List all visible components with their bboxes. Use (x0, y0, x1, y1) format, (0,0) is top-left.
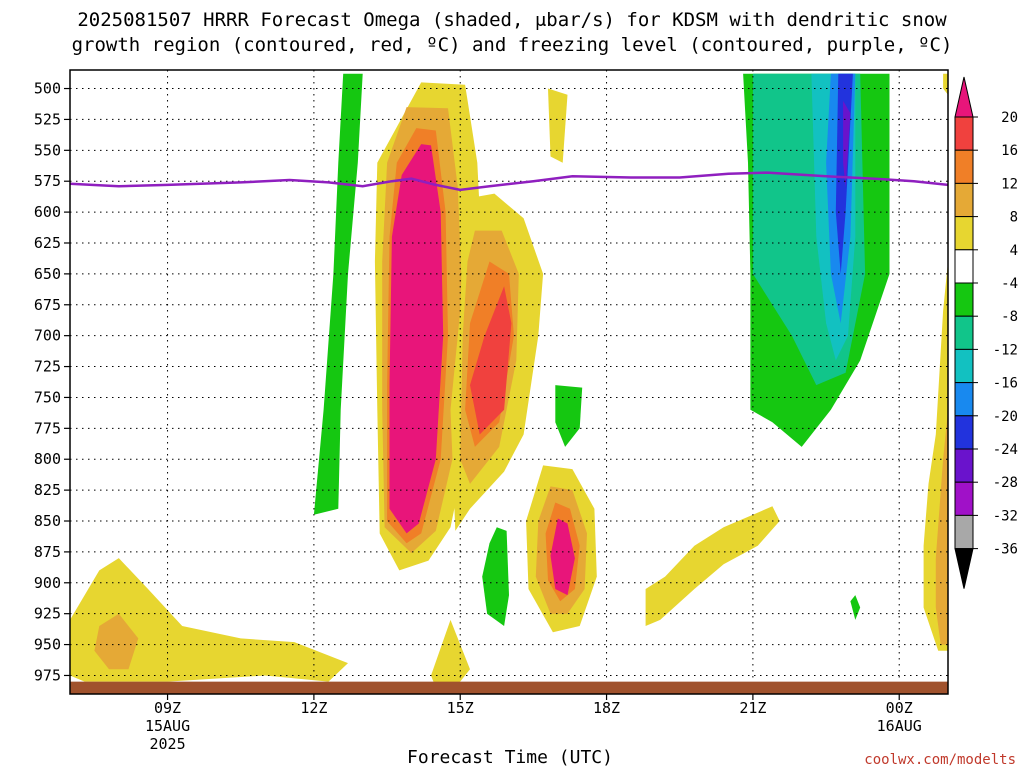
colorbar-tick-label: 20 (1001, 110, 1018, 126)
omega-region-29-0 (935, 409, 948, 645)
colorbar-bottom-arrow (954, 548, 974, 589)
colorbar-bin (954, 382, 974, 417)
y-tick-label: 875 (34, 543, 61, 561)
omega-region-3-0 (850, 595, 861, 620)
y-tick-label: 575 (34, 172, 61, 190)
y-tick-label: 700 (34, 327, 61, 345)
omega-region-11-0 (548, 88, 568, 163)
omega-shading (70, 73, 948, 688)
colorbar-tick-label: -32 (993, 508, 1018, 524)
ground-band (70, 681, 948, 694)
colorbar-tick-label: 4 (1010, 243, 1018, 259)
colorbar-tick-label: -28 (993, 475, 1018, 491)
colorbar: 20 16 12 8 4 -4 -8 -12 -16 -20 -24 -28 -32 -36 (954, 76, 1018, 589)
y-tick-label: 525 (34, 110, 61, 128)
colorbar-bin (954, 149, 974, 184)
omega-region-2-0 (555, 385, 583, 447)
omega-region-19-0 (470, 286, 512, 435)
colorbar-bin (954, 315, 974, 350)
y-tick-label: 950 (34, 636, 61, 654)
y-tick-label: 775 (34, 419, 61, 437)
x-tick-label: 21Z (739, 699, 766, 717)
y-tick-label: 675 (34, 296, 61, 314)
y-tick-label: 800 (34, 450, 61, 468)
freezing-level-layer (70, 171, 948, 192)
x-tick-date: 15AUG (145, 717, 190, 735)
plot-frame (69, 69, 949, 695)
colorbar-bin (954, 182, 974, 218)
colorbar-tick-label: 8 (1010, 210, 1018, 226)
colorbar-tick-label: 12 (1001, 176, 1018, 192)
colorbar-tick-label: -8 (1001, 309, 1018, 325)
y-tick-label: 725 (34, 358, 61, 376)
y-tick-label: 550 (34, 141, 61, 159)
colorbar-bin (954, 481, 974, 516)
colorbar-bin (954, 448, 974, 483)
colorbar-tick-label: -36 (993, 542, 1018, 558)
colorbar-tick-label: -4 (1001, 276, 1018, 292)
omega-region-10-0 (943, 73, 948, 95)
x-tick-label: 00Z (886, 699, 913, 717)
colorbar-bin (954, 249, 974, 284)
chart-title-line-2: growth region (contoured, red, ºC) and f… (72, 34, 953, 56)
y-tick-label: 625 (34, 234, 61, 252)
colorbar-bin (954, 282, 974, 317)
y-axis: 500 525 550 575 600 625 650 675 700 725 750 775 800 8… (34, 80, 70, 684)
x-tick-label: 09Z (154, 699, 181, 717)
y-tick-label: 750 (34, 388, 61, 406)
colorbar-tick-label: -16 (993, 376, 1018, 392)
colorbar-bin (954, 216, 974, 251)
x-tick-label: 18Z (593, 699, 620, 717)
credit-text: coolwx.com/modelts (864, 752, 1016, 768)
omega-region-27-0 (645, 506, 780, 626)
y-tick-label: 650 (34, 265, 61, 283)
x-tick-date: 16AUG (877, 717, 922, 735)
y-tick-label: 925 (34, 605, 61, 623)
colorbar-tick-label: 16 (1001, 143, 1018, 159)
freezing-level-line (70, 171, 948, 192)
ground-layer (70, 681, 948, 694)
plot-area (69, 69, 949, 695)
omega-region-23-0 (550, 518, 575, 596)
colorbar-bin (954, 415, 974, 450)
x-tick-label: 12Z (300, 699, 327, 717)
x-axis-title: Forecast Time (UTC) (407, 747, 613, 768)
colorbar-bin (954, 514, 974, 550)
y-tick-label: 900 (34, 574, 61, 592)
colorbar-tick-label: -24 (993, 442, 1018, 458)
chart-title-line-1: 2025081507 HRRR Forecast Omega (shaded, … (77, 9, 947, 31)
y-tick-label: 850 (34, 512, 61, 530)
y-tick-label: 825 (34, 481, 61, 499)
omega-region-15-0 (389, 144, 444, 534)
omega-region-25-0 (94, 613, 139, 670)
omega-region-24-0 (70, 558, 348, 682)
omega-region-9-0 (843, 100, 851, 188)
x-tick-year: 2025 (149, 735, 185, 753)
y-tick-label: 500 (34, 80, 61, 98)
y-tick-label: 600 (34, 203, 61, 221)
colorbar-bin (954, 116, 974, 151)
grid-lines (70, 70, 948, 694)
colorbar-bin (954, 348, 974, 384)
colorbar-tick-label: -20 (993, 409, 1018, 425)
colorbar-tick-label: -12 (993, 342, 1018, 358)
colorbar-top-arrow (954, 76, 974, 118)
x-tick-label: 15Z (447, 699, 474, 717)
y-tick-label: 975 (34, 666, 61, 684)
